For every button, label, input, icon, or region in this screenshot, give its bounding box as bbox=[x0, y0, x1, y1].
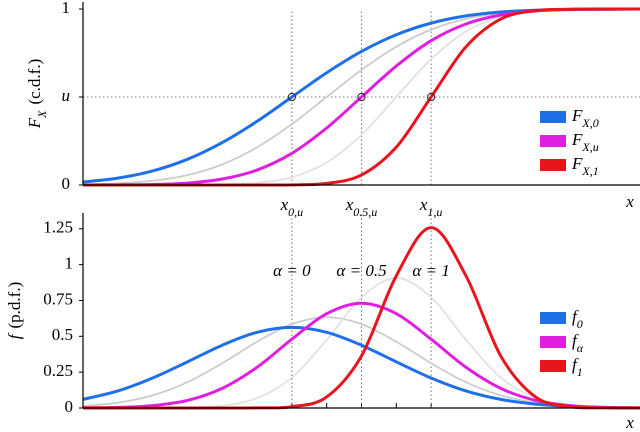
y-tick-label: u bbox=[62, 86, 71, 105]
legend-swatch bbox=[540, 336, 566, 348]
annotation: α = 0.5 bbox=[336, 261, 386, 280]
y-axis-label: FX (c.d.f.) bbox=[25, 59, 49, 130]
y-tick-label: 0.5 bbox=[52, 325, 73, 344]
legend-swatch bbox=[540, 111, 566, 123]
annotation: α = 1 bbox=[412, 261, 449, 280]
curve bbox=[82, 325, 640, 410]
x-tick-label-subscript: 0.5,u bbox=[353, 205, 377, 219]
legend-label-subscript: X,0 bbox=[581, 116, 598, 130]
legend-label-subscript: X,u bbox=[581, 140, 598, 154]
y-tick-label: 1 bbox=[65, 254, 74, 273]
x-axis-label: x bbox=[625, 192, 634, 211]
y-tick-label: 0.25 bbox=[43, 361, 73, 380]
y-axis-label-text: (c.d.f.) bbox=[25, 59, 44, 105]
legend-label: FX,1 bbox=[571, 154, 599, 178]
y-axis-label-symbol: f bbox=[5, 332, 24, 339]
legend-swatch bbox=[540, 360, 566, 372]
legend-label-subscript: α bbox=[577, 341, 584, 355]
legend-label: FX,u bbox=[571, 130, 599, 154]
y-tick-label: 0.75 bbox=[43, 289, 73, 308]
legend-label-symbol: f bbox=[572, 331, 579, 350]
legend-label-symbol: F bbox=[571, 154, 583, 173]
legend-label-symbol: f bbox=[572, 355, 579, 374]
x-tick-label-symbol: x bbox=[345, 195, 354, 214]
quantile-point bbox=[426, 92, 436, 102]
x-tick-label-symbol: x bbox=[419, 195, 428, 214]
y-axis-label-symbol: F bbox=[25, 117, 44, 129]
legend-label-subscript: X,1 bbox=[581, 164, 598, 178]
y-axis-label-text: (p.d.f.) bbox=[5, 282, 24, 329]
y-axis-label: f (p.d.f.) bbox=[5, 282, 24, 339]
legend-label-subscript: 0 bbox=[577, 317, 583, 331]
legend-swatch bbox=[540, 159, 566, 171]
legend-swatch bbox=[540, 135, 566, 147]
y-tick-label: 1 bbox=[62, 0, 71, 17]
y-tick-label: 0 bbox=[65, 397, 74, 416]
legend-label-symbol: F bbox=[571, 130, 583, 149]
legend-label: f0 bbox=[572, 307, 583, 331]
x-tick-label-subscript: 0,u bbox=[288, 205, 303, 219]
legend-label: f1 bbox=[572, 355, 583, 379]
legend-label-symbol: f bbox=[572, 307, 579, 326]
x-tick-label: x0.5,u bbox=[345, 195, 378, 219]
annotation: α = 0 bbox=[273, 261, 311, 280]
legend-swatch bbox=[540, 312, 566, 324]
y-tick-label: 0 bbox=[62, 174, 71, 193]
x-tick-label-symbol: x bbox=[280, 195, 289, 214]
y-axis-label-subscript: X bbox=[35, 110, 49, 119]
legend-label: FX,0 bbox=[571, 106, 599, 130]
x-tick-label-subscript: 1,u bbox=[427, 205, 442, 219]
quantile-point bbox=[287, 92, 297, 102]
legend-label-subscript: 1 bbox=[577, 365, 583, 379]
x-axis-label: x bbox=[625, 413, 634, 432]
legend-label: fα bbox=[572, 331, 584, 355]
quantile-point bbox=[357, 92, 366, 102]
legend-label-symbol: F bbox=[571, 106, 583, 125]
y-tick-label: 1.25 bbox=[43, 218, 73, 237]
